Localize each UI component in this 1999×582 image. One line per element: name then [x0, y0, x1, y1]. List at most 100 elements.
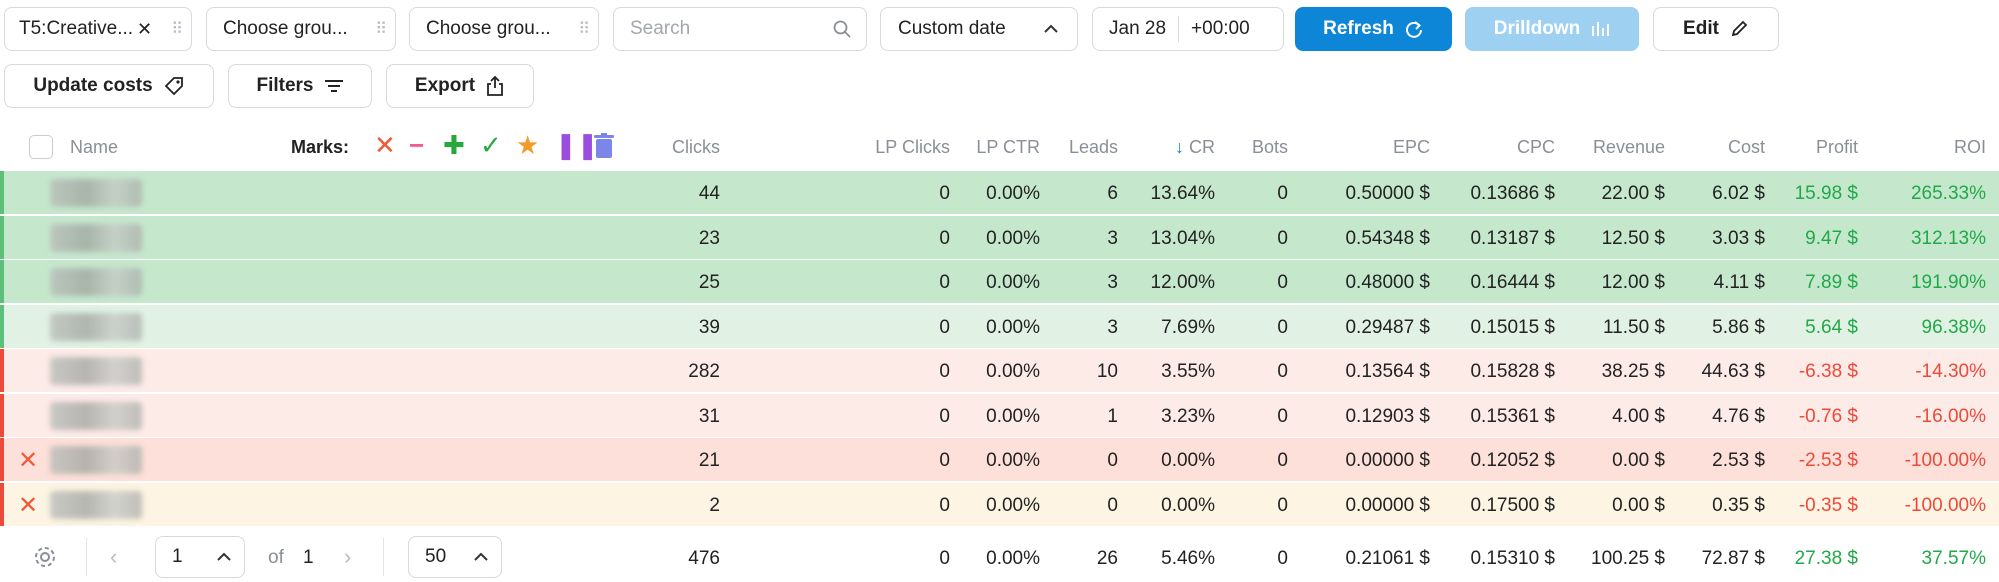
- date-value[interactable]: Jan 28: [1109, 18, 1167, 39]
- col-clicks[interactable]: Clicks: [672, 137, 720, 157]
- filters-button[interactable]: Filters: [228, 64, 372, 108]
- mark-star-icon[interactable]: ★: [516, 130, 540, 160]
- col-cpc[interactable]: CPC: [1516, 137, 1555, 157]
- col-epc[interactable]: EPC: [1392, 137, 1430, 157]
- cell-roi: -100.00%: [1904, 494, 1986, 516]
- cell-cr: 3.23%: [1161, 405, 1215, 427]
- row-status-bar: [0, 260, 4, 303]
- total-revenue: 100.25 $: [1591, 548, 1665, 569]
- tag-icon: [164, 77, 183, 96]
- cell-lpclicks: 0: [939, 272, 950, 293]
- col-lp-ctr[interactable]: LP CTR: [976, 137, 1040, 157]
- export-label: Export: [414, 75, 476, 96]
- per-page-select[interactable]: 50: [408, 536, 502, 578]
- cell-lpclicks: 0: [939, 405, 950, 427]
- cell-cost: 6.02 $: [1712, 183, 1765, 204]
- cell-revenue: 12.00 $: [1601, 272, 1665, 293]
- cell-roi: -14.30%: [1915, 361, 1986, 382]
- cell-leads: 1: [1107, 405, 1118, 427]
- cell-bots: 0: [1277, 450, 1288, 471]
- cell-profit: -6.38 $: [1798, 361, 1858, 382]
- cell-roi: 312.13%: [1910, 227, 1986, 249]
- group-select-1-value: T5:Creative...: [19, 18, 134, 39]
- col-leads[interactable]: Leads: [1068, 137, 1118, 157]
- group-select-1[interactable]: T5:Creative... ✕ ⠿: [4, 7, 192, 51]
- edit-label: Edit: [1683, 18, 1719, 39]
- drag-handle-icon[interactable]: ⠿: [375, 21, 387, 38]
- group-select-2[interactable]: Choose grou... ⠿: [206, 7, 396, 51]
- update-costs-button[interactable]: Update costs: [4, 64, 214, 108]
- table-row[interactable]: ✕ 2 0 0.00% 0 0.00% 0 0.00000 $ 0.17500 $ 0.00 $ 0…: [0, 482, 1999, 527]
- select-all-checkbox[interactable]: [29, 135, 53, 159]
- col-name[interactable]: Name: [70, 137, 119, 157]
- date-picker[interactable]: Jan 28 +00:00: [1092, 7, 1284, 51]
- row-name-redacted: [50, 312, 142, 341]
- col-revenue[interactable]: Revenue: [1592, 137, 1665, 157]
- table-row[interactable]: ✕ 21 0 0.00% 0 0.00% 0 0.00000 $ 0.12052 $ 0.00 $…: [0, 438, 1999, 482]
- total-epc: 0.21061 $: [1345, 548, 1430, 569]
- drag-handle-icon[interactable]: ⠿: [171, 21, 183, 38]
- drilldown-button[interactable]: Drilldown: [1465, 7, 1639, 51]
- table-row[interactable]: 44 0 0.00% 6 13.64% 0 0.50000 $ 0.13686 $ 22.00 …: [0, 171, 1999, 215]
- cell-bots: 0: [1277, 272, 1288, 293]
- group-select-2-value: Choose grou...: [223, 18, 348, 39]
- col-cr[interactable]: ↓ CR: [1174, 137, 1215, 157]
- drag-handle-icon[interactable]: ⠿: [578, 21, 590, 38]
- edit-button[interactable]: Edit: [1653, 7, 1779, 51]
- mark-check-icon[interactable]: ✓: [480, 130, 502, 160]
- mark-x-icon[interactable]: ✕: [374, 130, 396, 160]
- pencil-icon: [1731, 20, 1748, 37]
- mark-plus-icon[interactable]: ✚: [443, 130, 465, 160]
- cell-clicks: 23: [698, 227, 720, 249]
- cell-cost: 2.53 $: [1712, 450, 1765, 471]
- table-row[interactable]: 23 0 0.00% 3 13.04% 0 0.54348 $ 0.13187 $ 12.50 …: [0, 215, 1999, 260]
- col-roi[interactable]: ROI: [1953, 137, 1986, 157]
- cell-epc: 0.00000 $: [1345, 450, 1430, 471]
- mark-minus-icon[interactable]: −: [409, 130, 425, 160]
- table-row[interactable]: 282 0 0.00% 10 3.55% 0 0.13564 $ 0.15828 $ 38.25…: [0, 349, 1999, 393]
- table-row[interactable]: 39 0 0.00% 3 7.69% 0 0.29487 $ 0.15015 $ 11.50 $…: [0, 304, 1999, 349]
- mark-pause-icon[interactable]: ❚❚: [555, 130, 599, 160]
- cell-cost: 5.86 $: [1712, 316, 1765, 338]
- cell-cpc: 0.13686 $: [1470, 183, 1555, 204]
- cell-revenue: 0.00 $: [1612, 450, 1665, 471]
- cell-revenue: 22.00 $: [1601, 183, 1665, 204]
- total-clicks: 476: [688, 548, 720, 569]
- cell-cost: 4.11 $: [1713, 272, 1765, 293]
- timezone-value[interactable]: +00:00: [1191, 18, 1250, 39]
- export-button[interactable]: Export: [386, 64, 534, 108]
- row-status-bar: [0, 304, 4, 348]
- col-bots[interactable]: Bots: [1251, 137, 1288, 157]
- share-icon: [487, 75, 503, 96]
- gear-icon[interactable]: [32, 544, 58, 570]
- refresh-button[interactable]: Refresh: [1295, 7, 1452, 51]
- cell-cr: 13.64%: [1150, 183, 1215, 204]
- chevron-right-icon[interactable]: ›: [344, 544, 352, 569]
- col-lp-clicks[interactable]: LP Clicks: [875, 137, 950, 157]
- group-select-3[interactable]: Choose grou... ⠿: [409, 7, 599, 51]
- row-status-bar: [0, 438, 4, 481]
- table-row[interactable]: 31 0 0.00% 1 3.23% 0 0.12903 $ 0.15361 $ 4.00 $ 4…: [0, 393, 1999, 438]
- cell-cr: 13.04%: [1150, 227, 1215, 249]
- table-row[interactable]: 25 0 0.00% 3 12.00% 0 0.48000 $ 0.16444 $ 12.00 …: [0, 260, 1999, 304]
- cell-clicks: 2: [709, 494, 720, 516]
- col-profit[interactable]: Profit: [1815, 137, 1858, 157]
- cell-lpclicks: 0: [939, 494, 950, 516]
- date-mode-select[interactable]: Custom date: [880, 7, 1078, 51]
- page-input[interactable]: 1: [155, 536, 245, 578]
- total-pages: 1: [303, 547, 314, 568]
- cell-profit: -2.53 $: [1798, 450, 1858, 471]
- cell-bots: 0: [1277, 405, 1288, 427]
- row-mark-x-icon[interactable]: ✕: [18, 447, 39, 474]
- search-input[interactable]: Search: [613, 7, 867, 51]
- cell-profit: -0.76 $: [1798, 405, 1858, 427]
- cell-roi: 191.90%: [1910, 272, 1986, 293]
- cell-cost: 3.03 $: [1712, 227, 1765, 249]
- total-leads: 26: [1096, 548, 1118, 569]
- clear-icon[interactable]: ✕: [137, 18, 153, 39]
- mark-trash-icon[interactable]: [593, 133, 615, 159]
- col-cost[interactable]: Cost: [1727, 137, 1765, 157]
- cell-revenue: 38.25 $: [1601, 361, 1665, 382]
- chevron-left-icon[interactable]: ‹: [110, 544, 118, 569]
- row-mark-x-icon[interactable]: ✕: [18, 491, 39, 519]
